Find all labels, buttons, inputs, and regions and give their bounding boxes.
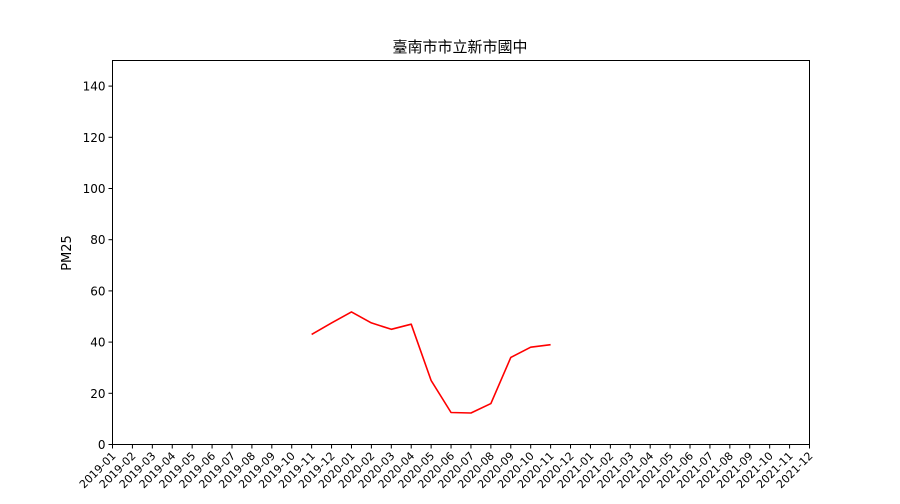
y-axis-label: PM25 (60, 235, 75, 271)
x-axis: 2019-012019-022019-032019-042019-052019-… (77, 445, 816, 492)
y-tick-label: 100 (83, 182, 106, 196)
series-line (312, 312, 551, 413)
y-tick-label: 0 (98, 438, 106, 452)
y-tick-label: 80 (90, 233, 105, 247)
y-tick-label: 40 (90, 336, 105, 350)
plot-frame (113, 61, 810, 445)
y-tick-label: 120 (83, 131, 106, 145)
y-tick-label: 60 (90, 284, 105, 298)
y-tick-label: 20 (90, 387, 105, 401)
y-tick-label: 140 (83, 80, 106, 94)
chart-title: 臺南市市立新市國中 (392, 38, 527, 56)
y-axis: 0 20 40 60 80 100 120 140 (83, 80, 113, 452)
series-layer (312, 312, 551, 413)
